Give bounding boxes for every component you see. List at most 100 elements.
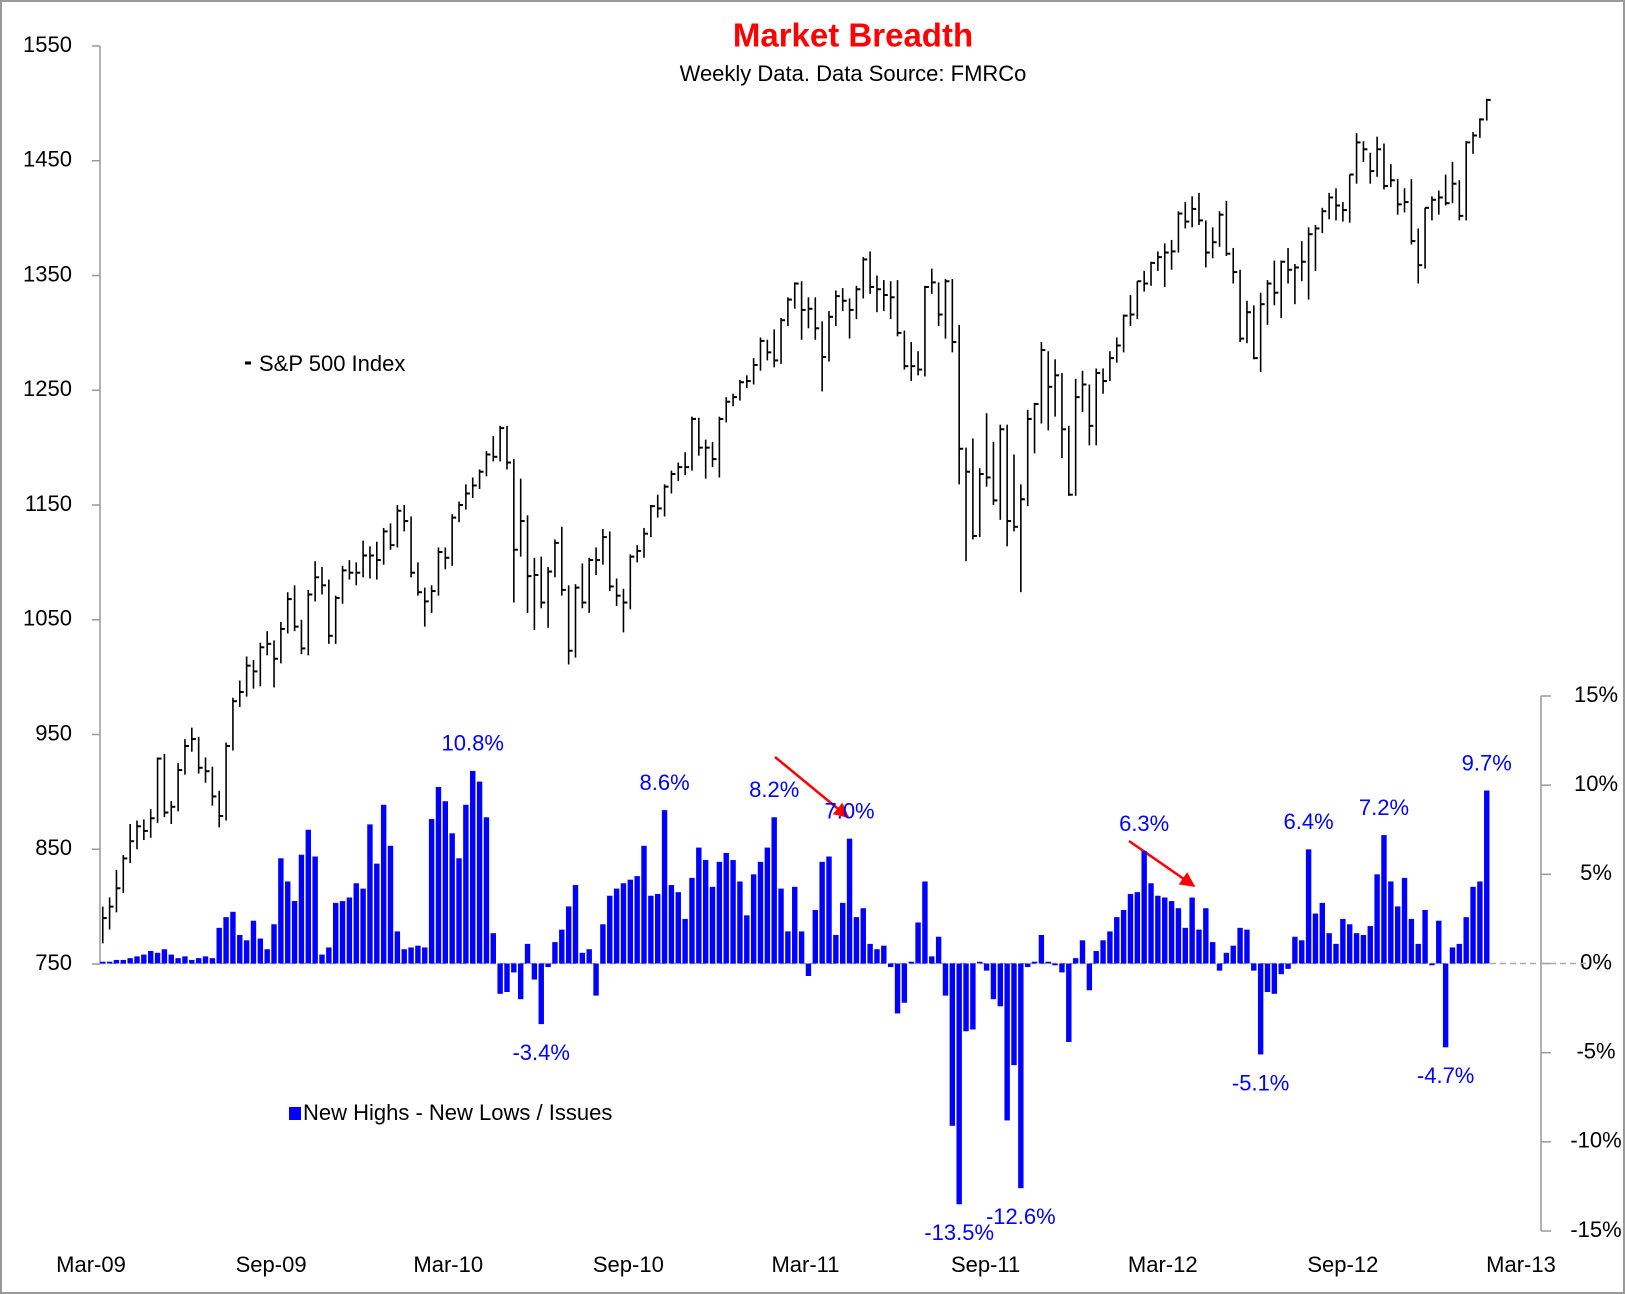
value-label: 8.6%	[639, 770, 689, 795]
bar	[1463, 917, 1469, 964]
bar	[778, 888, 784, 964]
bar	[1299, 940, 1305, 964]
bar	[1162, 897, 1168, 964]
bar	[161, 949, 168, 964]
bar	[689, 877, 695, 964]
bar	[1052, 963, 1058, 966]
bar	[1429, 963, 1435, 966]
bar	[332, 902, 339, 964]
bar	[442, 801, 449, 964]
bar	[894, 963, 901, 1014]
bar	[1312, 913, 1319, 964]
bar	[1449, 947, 1456, 964]
bar	[1456, 943, 1463, 964]
bar	[367, 824, 373, 964]
bar	[792, 886, 798, 964]
bar	[655, 893, 661, 964]
y2-tick-label: 10%	[1574, 771, 1618, 796]
bar	[696, 847, 702, 964]
bar	[298, 854, 305, 964]
bar	[702, 860, 709, 964]
bar	[545, 963, 551, 968]
bar	[127, 958, 133, 964]
bar	[1470, 886, 1476, 964]
bar	[264, 949, 270, 964]
bar	[1244, 929, 1250, 964]
bar	[805, 963, 812, 976]
y-tick-label: 1250	[23, 376, 72, 401]
bar	[524, 943, 531, 964]
bar	[1408, 918, 1415, 964]
bar	[312, 856, 318, 964]
bar	[209, 958, 216, 964]
legend-label: New Highs - New Lows / Issues	[303, 1100, 612, 1125]
bar	[497, 963, 503, 994]
bar	[1415, 943, 1421, 964]
bar	[1340, 918, 1346, 964]
bar	[428, 819, 435, 964]
bar	[682, 918, 688, 964]
bar	[730, 860, 736, 964]
bar	[970, 963, 976, 1030]
bar	[449, 833, 455, 964]
bar	[1401, 877, 1408, 964]
bar	[1326, 933, 1332, 964]
legend-marker	[289, 1107, 301, 1120]
bar	[1072, 958, 1079, 964]
bar	[113, 959, 120, 964]
bar	[887, 963, 894, 968]
bar	[1107, 931, 1113, 964]
bar	[1066, 963, 1072, 1042]
bar	[401, 949, 407, 964]
bar	[956, 963, 962, 1205]
bar	[1278, 963, 1284, 975]
bar	[517, 963, 524, 1000]
bar	[1209, 942, 1216, 964]
bar	[881, 945, 887, 964]
bar	[853, 917, 860, 964]
bar	[1257, 963, 1264, 1055]
chart-title: Market Breadth	[733, 17, 973, 54]
x-tick-label: Sep-10	[593, 1252, 664, 1277]
y-tick-label: 950	[35, 720, 72, 745]
bar	[764, 847, 771, 964]
bar	[757, 861, 764, 964]
bar	[750, 874, 757, 964]
bar	[983, 963, 990, 971]
bar	[668, 885, 675, 964]
bar	[1251, 963, 1257, 971]
bar	[1093, 951, 1099, 964]
bar	[915, 922, 921, 964]
bar	[1216, 963, 1223, 971]
bar	[949, 963, 956, 1126]
y-tick-label: 1150	[25, 491, 72, 516]
bar	[922, 881, 928, 964]
bar	[579, 952, 586, 964]
bar	[648, 895, 654, 964]
bar	[1038, 934, 1045, 964]
value-label: -12.6%	[986, 1204, 1056, 1229]
bar	[285, 881, 291, 964]
bar	[1333, 943, 1339, 964]
bar	[1189, 897, 1195, 964]
bar	[901, 963, 908, 1003]
bar	[586, 949, 592, 964]
bar	[1442, 963, 1449, 1048]
bar	[1086, 963, 1093, 991]
bar	[148, 951, 154, 964]
bar	[415, 945, 421, 964]
value-label: 7.0%	[824, 798, 874, 823]
bar	[408, 947, 414, 964]
bar	[1011, 963, 1017, 1066]
bar	[1004, 963, 1010, 1121]
value-label: 7.2%	[1359, 795, 1409, 820]
value-label: -3.4%	[512, 1040, 569, 1065]
bar	[846, 838, 853, 964]
bar	[559, 929, 565, 964]
bar	[243, 940, 250, 964]
bar	[237, 934, 243, 964]
bar	[223, 917, 229, 964]
bar	[182, 956, 188, 964]
annotation-arrow	[1128, 839, 1196, 888]
